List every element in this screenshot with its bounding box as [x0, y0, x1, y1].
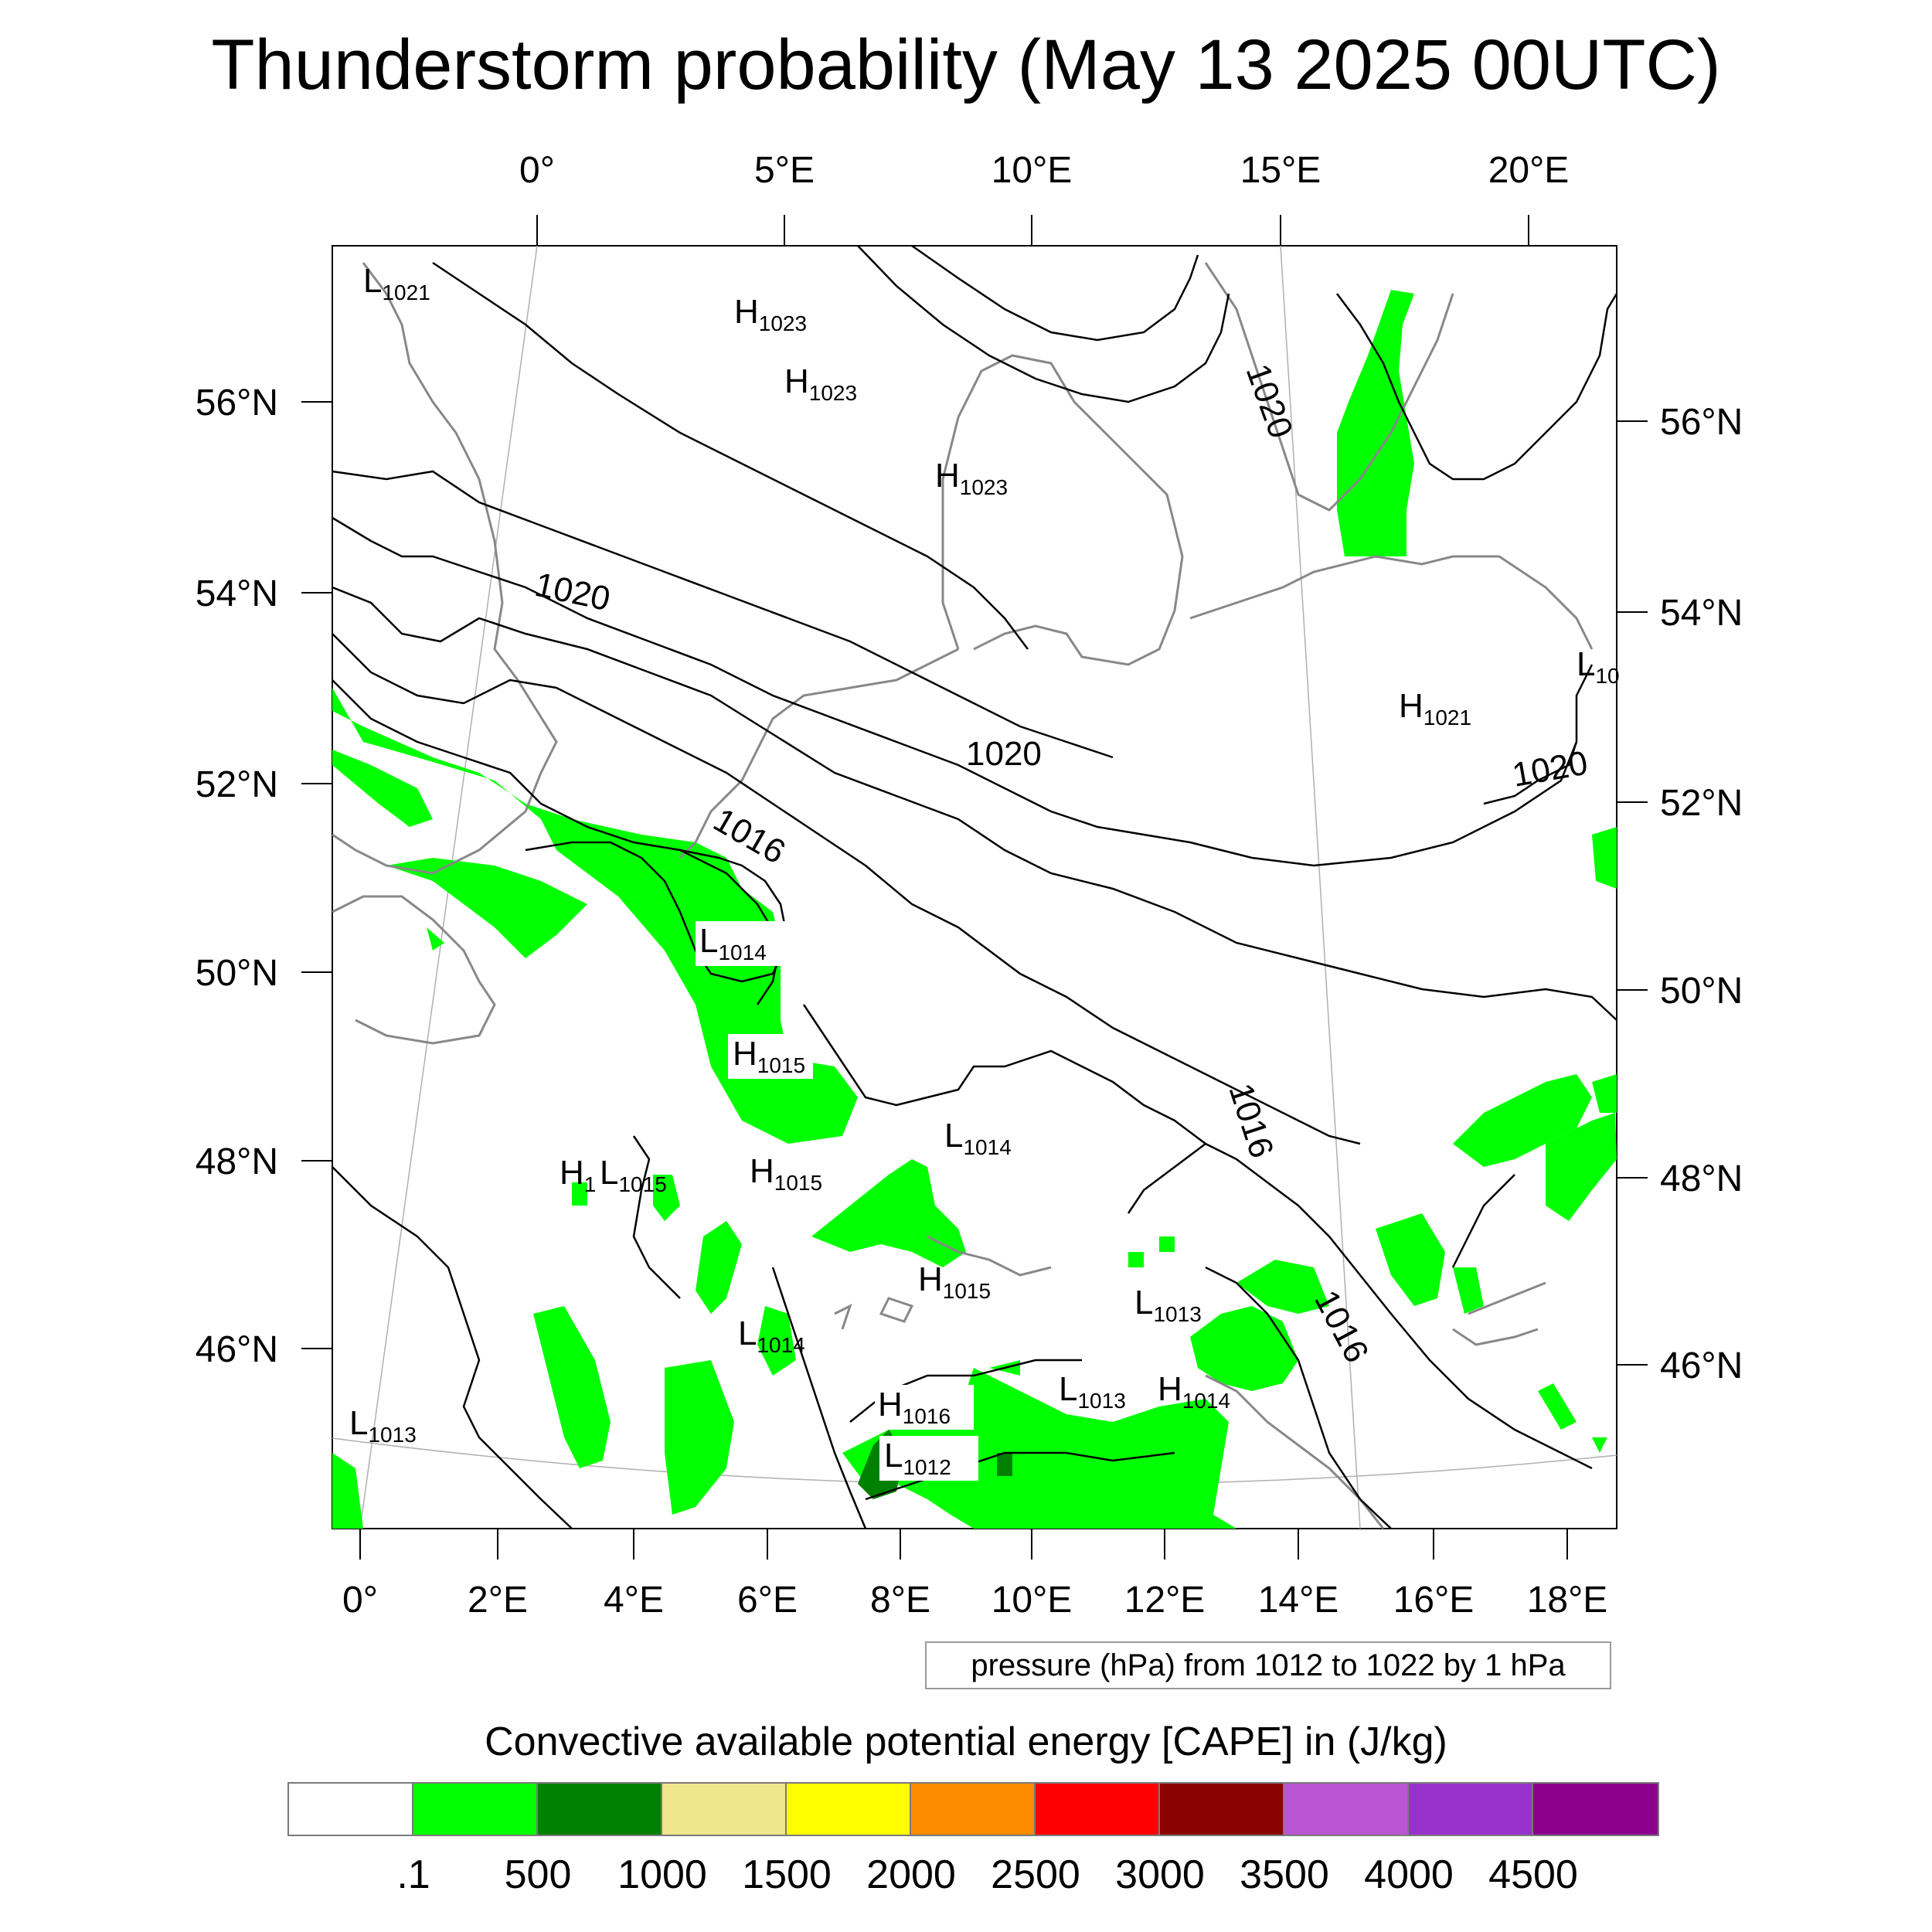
isobar-label: 1020 — [966, 735, 1042, 773]
top-axis-label: 0° — [519, 150, 555, 191]
pressure-center: L1013 — [1059, 1370, 1126, 1413]
colorbar-box — [911, 1784, 1036, 1835]
colorbar-label: 3000 — [1115, 1852, 1205, 1897]
colorbar-label: 500 — [504, 1852, 572, 1897]
pressure-center: L1014 — [738, 1315, 805, 1357]
colorbar-box — [538, 1784, 662, 1835]
pressure-center: H1015 — [918, 1260, 991, 1303]
colorbar-box — [1160, 1784, 1284, 1835]
top-axis-label: 5°E — [754, 150, 815, 191]
colorbar-label: .1 — [396, 1852, 430, 1897]
colorbar-label: 1500 — [742, 1852, 832, 1897]
legend-title: Convective available potential energy [C… — [485, 1719, 1447, 1764]
pressure-center: H1023 — [935, 457, 1008, 499]
top-axis-label: 20°E — [1488, 150, 1570, 191]
contour-info-box: pressure (hPa) from 1012 to 1022 by 1 hP… — [925, 1641, 1611, 1689]
colorbar-label: 4500 — [1488, 1852, 1578, 1897]
bottom-axis-label: 16°E — [1393, 1580, 1475, 1621]
pressure-center: H1 — [560, 1154, 596, 1196]
pressure-center: L10 — [1577, 645, 1620, 688]
left-axis-labels: 56°N 54°N 52°N 50°N 48°N 46°N — [196, 383, 278, 1370]
colorbar-box — [787, 1784, 911, 1835]
colorbar-box — [413, 1784, 538, 1835]
colorbar-box — [289, 1784, 413, 1835]
pressure-center: L1012 — [884, 1437, 951, 1479]
colorbar-label: 1000 — [617, 1852, 707, 1897]
bottom-axis-label: 14°E — [1258, 1580, 1339, 1621]
bottom-axis-label: 0° — [342, 1580, 378, 1621]
right-axis-label: 52°N — [1660, 783, 1743, 824]
colorbar-label: 2000 — [866, 1852, 956, 1897]
bottom-axis-label: 10°E — [992, 1580, 1073, 1621]
pressure-centers: L1021 H1023 H1023 H1023 H1021 L10 L1014 … — [349, 262, 1620, 1481]
bottom-axis-label: 4°E — [604, 1580, 664, 1621]
left-axis-label: 56°N — [196, 383, 278, 423]
top-axis-label: 15°E — [1240, 150, 1321, 191]
left-axis-label: 46°N — [196, 1329, 278, 1370]
pressure-center: H1023 — [784, 362, 857, 405]
left-axis-label: 52°N — [196, 764, 278, 805]
cape-shading — [332, 290, 1617, 1529]
colorbar-box — [1284, 1784, 1409, 1835]
colorbar-label: 3500 — [1240, 1852, 1329, 1897]
colorbar-label: 2500 — [991, 1852, 1080, 1897]
right-axis-labels: 56°N 54°N 52°N 50°N 48°N 46°N — [1660, 402, 1743, 1386]
bottom-axis-label: 8°E — [870, 1580, 930, 1621]
bottom-axis-label: 2°E — [468, 1580, 528, 1621]
pressure-center: L1014 — [699, 922, 767, 964]
pressure-center: H1015 — [750, 1152, 822, 1195]
bottom-axis-labels: 0° 2°E 4°E 6°E 8°E 10°E 12°E 14°E 16°E 1… — [342, 1580, 1607, 1621]
colorbar — [287, 1782, 1659, 1836]
isobars — [332, 244, 1618, 1529]
colorbar-box — [1409, 1784, 1533, 1835]
pressure-center: H1021 — [1399, 687, 1471, 730]
colorbar-box — [1533, 1784, 1658, 1835]
top-axis-label: 10°E — [992, 150, 1073, 191]
bottom-axis-label: 18°E — [1527, 1580, 1608, 1621]
top-axis-labels: 0° 5°E 10°E 15°E 20°E — [519, 150, 1569, 191]
pressure-center: H1014 — [1158, 1370, 1230, 1413]
pressure-center: L1021 — [363, 262, 430, 304]
pressure-center: L1014 — [944, 1117, 1012, 1159]
bottom-axis-label: 12°E — [1124, 1580, 1206, 1621]
bottom-axis-label: 6°E — [737, 1580, 798, 1621]
axis-ticks — [301, 215, 1648, 1560]
left-axis-label: 54°N — [196, 573, 278, 614]
pressure-center: L1013 — [1134, 1284, 1202, 1326]
pressure-center: H1015 — [733, 1035, 805, 1077]
colorbar-box — [1036, 1784, 1160, 1835]
left-axis-label: 50°N — [196, 953, 278, 994]
colorbar-box — [662, 1784, 787, 1835]
pressure-center: H1023 — [734, 293, 807, 335]
colorbar-label: 4000 — [1364, 1852, 1454, 1897]
left-axis-label: 48°N — [196, 1141, 278, 1182]
right-axis-label: 46°N — [1660, 1345, 1743, 1386]
pressure-center: L1015 — [600, 1154, 667, 1196]
right-axis-label: 54°N — [1660, 593, 1743, 634]
chart-title: Thunderstorm probability (May 13 2025 00… — [211, 26, 1721, 104]
pressure-center: L1013 — [349, 1404, 417, 1447]
right-axis-label: 48°N — [1660, 1158, 1743, 1199]
pressure-center: H1016 — [878, 1386, 951, 1428]
right-axis-label: 50°N — [1660, 971, 1743, 1012]
right-axis-label: 56°N — [1660, 402, 1743, 443]
